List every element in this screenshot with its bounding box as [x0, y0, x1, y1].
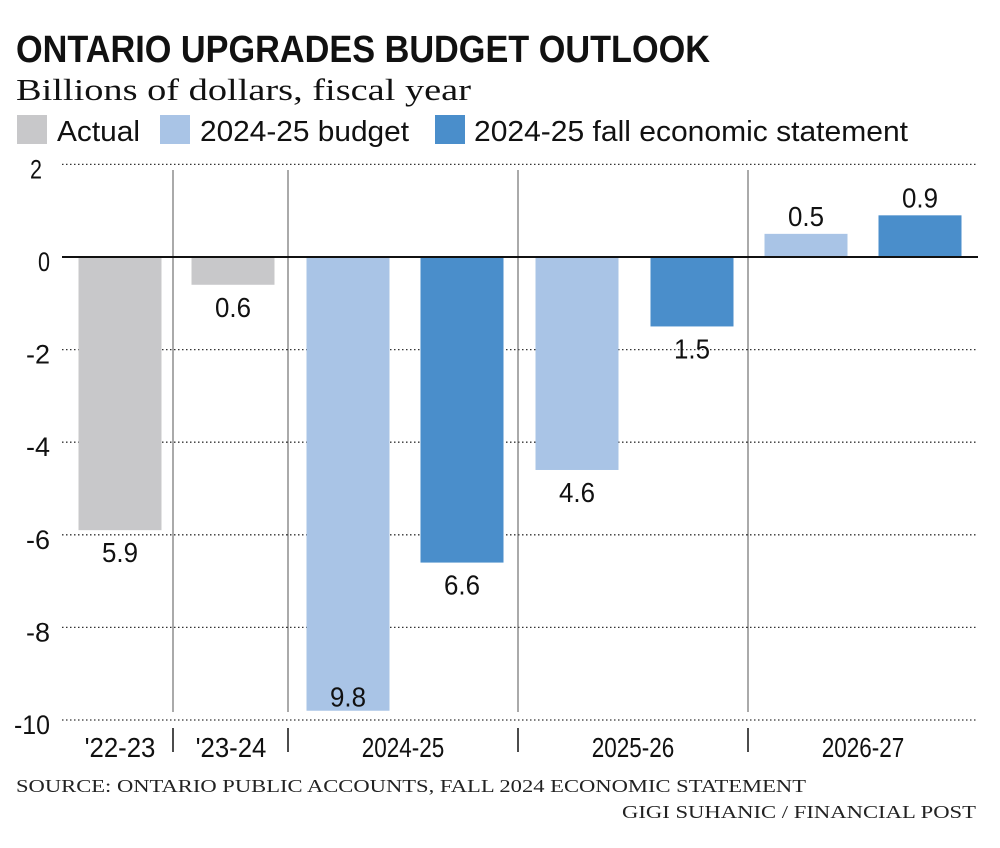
bar-2024-25-budget-2026-27 [764, 233, 848, 257]
data-labels: 5.9 0.6 9.8 6.6 4.6 1.5 0.5 0.9 [102, 182, 938, 712]
bar-2024-25-fall-economic-statement-2025-26 [650, 257, 734, 327]
x-category-label: 2025-26 [592, 732, 675, 763]
y-axis: 2 0 -2 -4 -6 -8 -10 [14, 154, 50, 740]
legend-label-actual: Actual [57, 116, 140, 148]
gridlines [62, 163, 978, 721]
chart-subtitle: Billions of dollars, fiscal year [16, 72, 472, 107]
y-tick-label: -6 [26, 525, 50, 555]
x-category-label: '23-24 [196, 732, 267, 763]
y-tick-label: 2 [30, 154, 42, 184]
data-label: 9.8 [330, 682, 366, 713]
x-category-label: '22-23 [85, 732, 156, 763]
data-label: 0.5 [788, 201, 824, 232]
chart-title: ONTARIO UPGRADES BUDGET OUTLOOK [16, 29, 710, 71]
data-label: 4.6 [559, 477, 595, 508]
legend-label-fall-statement: 2024-25 fall economic statement [474, 116, 908, 148]
data-label: 1.5 [674, 333, 710, 364]
data-label: 6.6 [444, 570, 480, 601]
y-tick-label: -8 [26, 617, 50, 647]
data-label: 0.9 [902, 182, 938, 213]
legend-swatch-actual [17, 115, 47, 144]
legend-swatch-budget [160, 115, 190, 144]
bar-actual-22-23 [78, 257, 162, 531]
group-separators [172, 170, 749, 752]
legend-swatch-fall-statement [435, 115, 465, 144]
y-tick-label: -2 [26, 340, 50, 370]
data-label: 5.9 [102, 537, 138, 568]
y-tick-label: -4 [26, 432, 50, 462]
bar-actual-23-24 [191, 257, 275, 285]
bar-2024-25-fall-economic-statement-2026-27 [878, 215, 962, 257]
y-tick-label: -10 [14, 710, 50, 740]
bar-2024-25-budget-2025-26 [535, 257, 619, 470]
x-axis: '22-23 '23-24 2024-25 2025-26 2026-27 [85, 732, 905, 763]
bar-2024-25-fall-economic-statement-2024-25 [420, 257, 504, 563]
bar-2024-25-budget-2024-25 [306, 257, 390, 711]
x-category-label: 2026-27 [822, 732, 905, 763]
data-label: 0.6 [215, 292, 251, 323]
y-tick-label: 0 [38, 247, 50, 277]
legend: Actual 2024-25 budget 2024-25 fall econo… [17, 115, 908, 148]
credit-note: GIGI SUHANIC / FINANCIAL POST [622, 802, 976, 822]
source-note: SOURCE: ONTARIO PUBLIC ACCOUNTS, FALL 20… [16, 776, 806, 796]
bars [78, 215, 962, 711]
legend-label-budget: 2024-25 budget [200, 116, 409, 148]
x-category-label: 2024-25 [362, 732, 445, 763]
